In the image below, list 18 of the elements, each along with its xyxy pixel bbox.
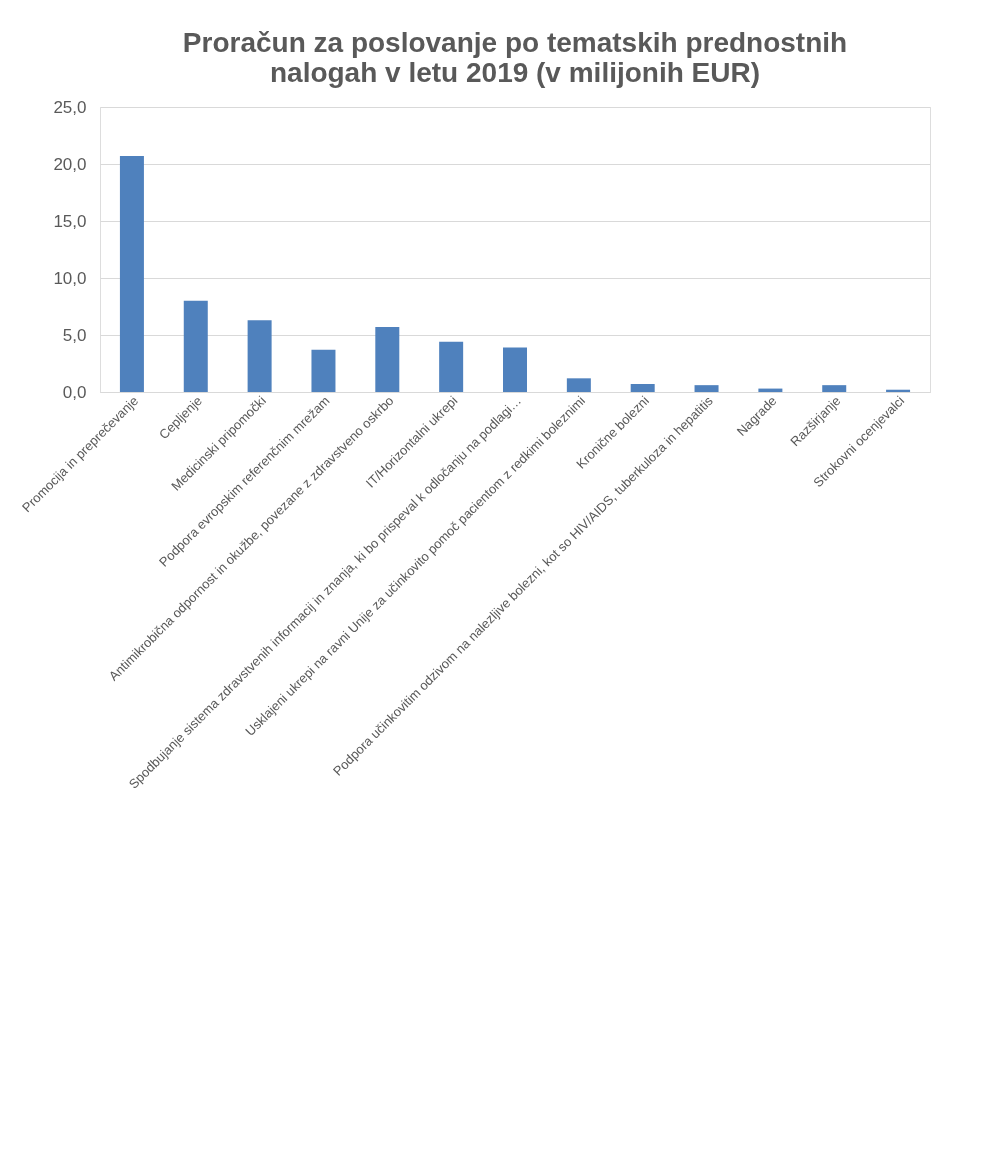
- y-tick-label: 20,0: [53, 154, 87, 174]
- y-tick-label: 5,0: [62, 325, 87, 345]
- bar: [566, 378, 591, 392]
- bar: [119, 156, 144, 392]
- bar: [183, 300, 208, 392]
- chart-title: Proračun za poslovanje po tematskih prednostnih nalogah v letu 2019 (v milijonih EUR): [182, 27, 848, 88]
- bar: [439, 341, 464, 392]
- bar: [694, 385, 719, 392]
- bar: [311, 349, 336, 392]
- bar: [375, 327, 400, 392]
- y-tick-label: 15,0: [53, 211, 87, 231]
- bar: [822, 385, 847, 392]
- y-tick-label: 10,0: [53, 268, 87, 288]
- bar: [247, 320, 272, 392]
- y-tick-label: 0,0: [62, 382, 87, 402]
- bar: [630, 384, 655, 392]
- y-tick-label: 25,0: [53, 97, 87, 117]
- bar: [503, 347, 527, 392]
